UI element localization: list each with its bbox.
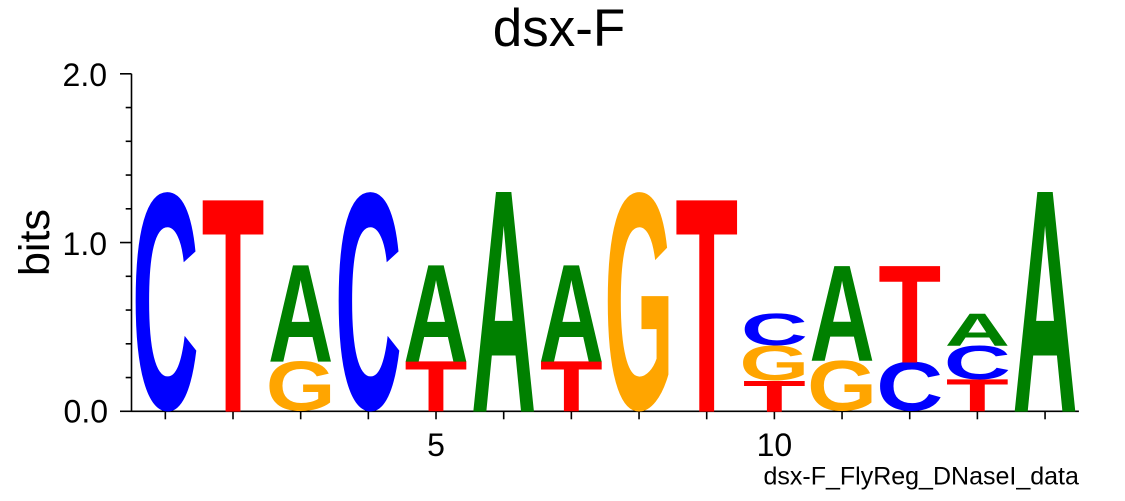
- svg-text:A: A: [539, 235, 604, 392]
- svg-text:5: 5: [427, 427, 445, 463]
- svg-text:T: T: [675, 134, 738, 477]
- svg-text:A: A: [471, 123, 536, 480]
- svg-text:A: A: [268, 235, 333, 392]
- svg-text:2.0: 2.0: [63, 57, 107, 93]
- svg-text:C: C: [335, 129, 402, 474]
- svg-text:A: A: [403, 235, 468, 392]
- svg-text:dsx-F: dsx-F: [493, 0, 626, 58]
- svg-text:10: 10: [757, 427, 793, 463]
- svg-text:A: A: [809, 237, 874, 391]
- svg-text:A: A: [945, 304, 1010, 355]
- svg-text:0.0: 0.0: [64, 394, 108, 430]
- svg-text:T: T: [202, 134, 265, 477]
- svg-text:1.0: 1.0: [63, 226, 107, 262]
- svg-text:T: T: [878, 237, 941, 393]
- svg-text:C: C: [741, 305, 808, 355]
- svg-text:A: A: [1012, 123, 1077, 480]
- svg-text:bits: bits: [11, 209, 59, 276]
- svg-text:C: C: [132, 129, 199, 474]
- svg-text:G: G: [604, 129, 674, 475]
